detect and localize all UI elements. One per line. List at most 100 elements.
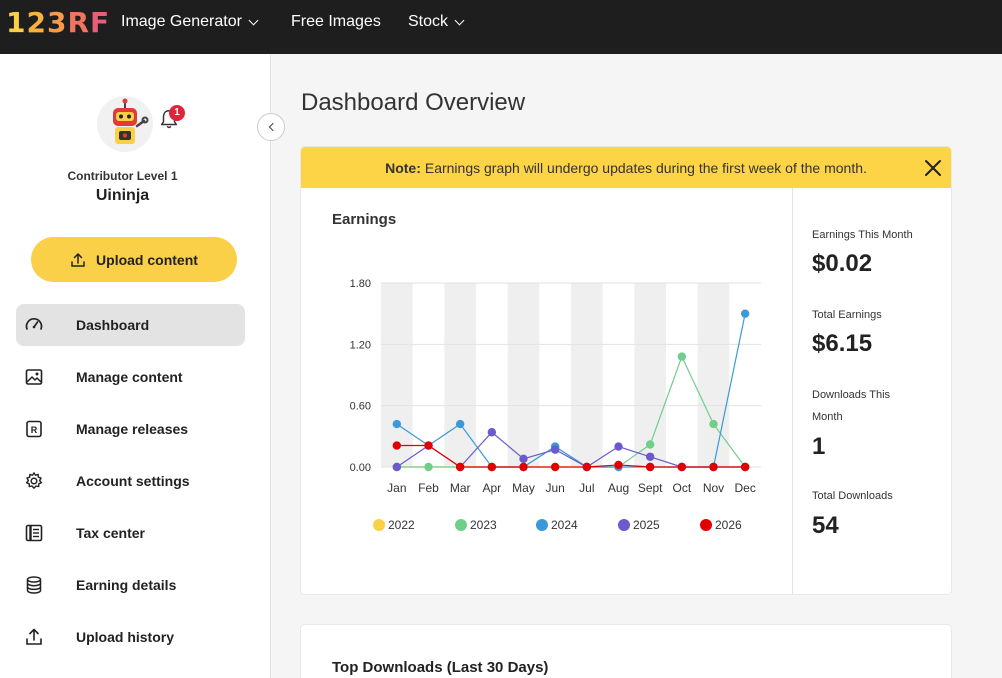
data-point-2026 (550, 462, 560, 472)
data-point-2025 (392, 462, 402, 472)
stat-value-total-earnings: $6.15 (812, 330, 873, 357)
data-point-2024 (740, 309, 750, 318)
chevron-down-icon (248, 15, 259, 25)
chart-band (634, 283, 666, 467)
nav-free-images[interactable]: Free Images (291, 12, 381, 32)
legend-label-2023: 2023 (470, 518, 497, 532)
legend-label-2026: 2026 (715, 518, 742, 532)
stat-value-total-downloads: 54 (812, 512, 839, 539)
data-point-2026 (519, 462, 528, 472)
note-label: Note: (385, 159, 421, 176)
legend-marker-2023 (455, 519, 467, 531)
legend-marker-2026 (700, 519, 712, 531)
upload-icon (26, 628, 42, 645)
chevron-down-icon (454, 15, 465, 25)
data-point-2026 (582, 462, 592, 472)
data-point-2025 (519, 454, 528, 464)
x-tick-label: Jan (387, 481, 406, 495)
sidebar-item-label: Tax center (76, 525, 145, 541)
sidebar-item-earning-details[interactable]: Earning details (16, 564, 245, 606)
x-tick-label: May (512, 481, 535, 495)
chart-band (444, 283, 476, 467)
logo-char-4: R (67, 6, 91, 39)
x-tick-label: Jul (579, 481, 594, 495)
logo[interactable]: 123RF (6, 7, 110, 39)
x-tick-label: Dec (734, 481, 755, 495)
close-icon[interactable] (923, 158, 943, 178)
stat-label-total-downloads: Total Downloads (812, 490, 893, 502)
nav-image-generator-label: Image Generator (121, 13, 242, 30)
collapse-sidebar-button[interactable] (257, 113, 285, 141)
earnings-chart: 0.00 0.60 1.20 1.80 Jan Feb Mar Apr May Jun Jul Aug… (350, 278, 761, 532)
sidebar-item-label: Account settings (76, 473, 190, 489)
sidebar-item-label: Manage content (76, 369, 183, 385)
username: Uininja (95, 187, 150, 204)
data-point-2024 (392, 419, 402, 429)
sidebar-item-account-settings[interactable]: Account settings (16, 460, 245, 502)
x-tick-label: Mar (450, 481, 471, 495)
contributor-level: Contributor Level 1 (67, 169, 178, 183)
chevron-left-icon (268, 122, 277, 132)
data-point-2026 (487, 462, 497, 472)
logo-char-5: F (90, 6, 111, 39)
legend-marker-2024 (536, 519, 548, 531)
top-navigation-bar: 123RF Image Generator Free Images Stock (0, 0, 1002, 54)
chart-band (507, 283, 540, 467)
legend-marker-2022 (373, 519, 385, 531)
sidebar-item-upload-history[interactable]: Upload history (16, 616, 245, 658)
data-point-2026 (424, 441, 433, 450)
stat-label-earnings-month: Earnings This Month (812, 229, 913, 241)
note-text: Earnings graph will undergo updates duri… (424, 159, 867, 176)
data-point-2025 (550, 445, 560, 454)
top-downloads-card: Top Downloads (Last 30 Days) (301, 625, 951, 678)
data-point-2025 (487, 428, 497, 437)
page-title: Dashboard Overview (301, 89, 526, 116)
avatar[interactable] (97, 96, 153, 152)
legend-marker-2025 (618, 519, 630, 531)
y-tick-label: 1.80 (350, 278, 371, 290)
ledger-icon (25, 524, 43, 542)
stat-label-downloads-month: Downloads This Month (812, 389, 891, 423)
x-tick-label: Aug (608, 481, 629, 495)
y-tick-label: 0.00 (350, 462, 371, 474)
nav-stock[interactable]: Stock (408, 12, 465, 32)
data-point-2026 (740, 462, 750, 472)
coins-icon (26, 576, 42, 594)
logo-char-3: 3 (46, 6, 68, 39)
earnings-card: Note: Earnings graph will undergo update… (301, 147, 951, 594)
top-downloads-title: Top Downloads (Last 30 Days) (332, 659, 549, 676)
gear-icon (25, 472, 43, 489)
logo-char-1: 1 (6, 6, 27, 39)
y-tick-label: 0.60 (350, 401, 371, 413)
data-point-2023 (424, 462, 433, 472)
x-tick-label: Sept (638, 481, 663, 495)
chart-band (571, 283, 603, 467)
nav-free-images-label: Free Images (291, 13, 381, 30)
earnings-title: Earnings (332, 211, 397, 228)
data-point-2025 (614, 442, 623, 451)
legend-label-2025: 2025 (633, 518, 660, 532)
sidebar-item-label: Upload history (76, 629, 175, 645)
sidebar-item-dashboard[interactable]: Dashboard (16, 304, 245, 346)
sidebar-item-manage-releases[interactable]: R Manage releases (16, 408, 245, 450)
data-point-2026 (455, 462, 465, 472)
robot-avatar-icon (97, 96, 153, 152)
chart-band (697, 283, 730, 467)
speedometer-icon (25, 318, 43, 330)
data-point-2026 (392, 441, 402, 450)
data-point-2023 (645, 440, 655, 449)
nav-stock-label: Stock (408, 13, 449, 30)
sidebar-item-manage-content[interactable]: Manage content (16, 356, 245, 398)
nav-image-generator[interactable]: Image Generator (121, 12, 259, 32)
note-banner: Note: Earnings graph will undergo update… (301, 147, 951, 188)
x-tick-label: Apr (482, 481, 501, 495)
stat-value-downloads-month: 1 (812, 433, 826, 460)
divider (792, 188, 793, 594)
stat-label-total-earnings: Total Earnings (812, 309, 882, 321)
chart-band (381, 283, 413, 467)
data-point-2023 (709, 419, 718, 429)
sidebar: 1 Contributor Level 1 Uininja Upload con… (0, 54, 271, 678)
x-tick-label: Jun (545, 481, 564, 495)
upload-content-button[interactable]: Upload content (31, 237, 237, 282)
sidebar-item-tax-center[interactable]: Tax center (16, 512, 245, 554)
